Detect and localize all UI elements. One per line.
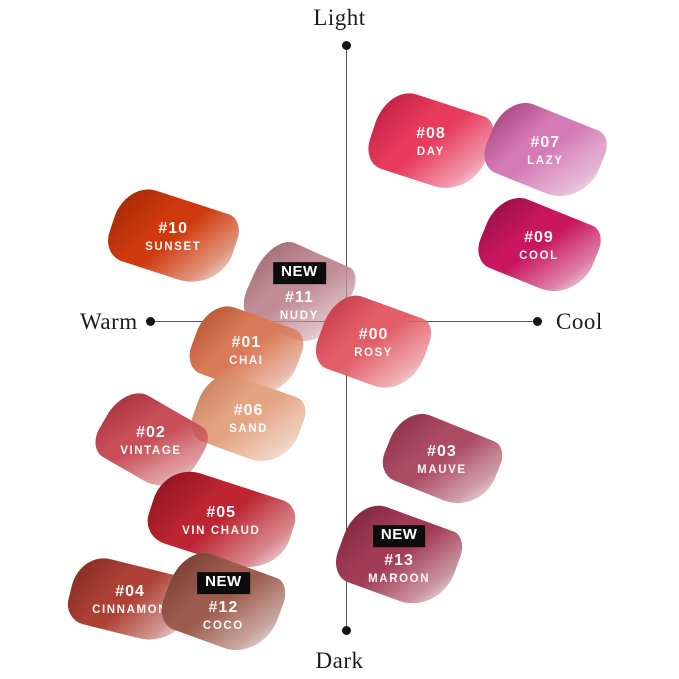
swatch-label: #04 CINNAMON	[92, 582, 168, 617]
shade-name: VINTAGE	[120, 445, 182, 458]
shade-name: LAZY	[526, 155, 564, 168]
swatch-label: NEW #12 COCO	[196, 572, 250, 633]
shade-number: #02	[136, 424, 166, 442]
swatch-label: #01 CHAI	[229, 333, 264, 368]
shade-name: COCO	[202, 620, 244, 633]
shade-name: ROSY	[353, 347, 393, 360]
axis-label-warm: Warm	[80, 309, 138, 334]
swatch-label: #07 LAZY	[527, 133, 563, 168]
shade-number: #08	[415, 125, 446, 143]
swatch-08-day: #08 DAY	[362, 85, 499, 199]
shade-number: #04	[115, 583, 145, 601]
axis-label-dark: Dark	[315, 648, 364, 673]
shade-number: #06	[233, 402, 263, 420]
swatch-07-lazy: #07 LAZY	[478, 93, 613, 208]
axis-dot-top	[342, 41, 351, 50]
axis-label-light: Light	[313, 5, 366, 30]
swatch-label: NEW #11 NUDY	[272, 262, 326, 323]
shade-name: CINNAMON	[91, 604, 169, 617]
swatch-label: #02 VINTAGE	[120, 423, 181, 458]
swatch-09-cool: #09 COOL	[472, 188, 607, 303]
shade-name: CHAI	[228, 355, 264, 368]
shade-name: DAY	[416, 146, 445, 159]
swatch-13-maroon: NEW #13 MAROON	[329, 497, 468, 616]
shade-name: SUNSET	[144, 241, 202, 254]
new-badge: NEW	[272, 262, 326, 285]
shade-number: #00	[358, 326, 388, 344]
swatch-label: #03 MAUVE	[417, 442, 467, 477]
shade-name: COOL	[519, 250, 559, 263]
swatch-label: #06 SAND	[229, 401, 268, 436]
swatch-03-mauve: #03 MAUVE	[376, 405, 508, 516]
shade-number: #05	[206, 504, 236, 522]
shade-name: MAROON	[367, 573, 430, 586]
swatch-10-sunset: #10 SUNSET	[102, 181, 244, 294]
shade-number: #13	[383, 552, 414, 570]
axis-label-cool: Cool	[556, 309, 603, 334]
shade-number: #09	[524, 229, 554, 247]
shade-number: #01	[231, 334, 261, 352]
shade-name: SAND	[228, 423, 268, 436]
shade-number: #03	[427, 443, 457, 461]
axis-dot-right	[533, 317, 542, 326]
shade-number: #07	[530, 134, 560, 152]
swatch-label: #10 SUNSET	[145, 219, 201, 254]
swatch-label: #08 DAY	[416, 124, 446, 159]
swatch-label: #05 VIN CHAUD	[182, 503, 260, 538]
swatch-06-sand: #06 SAND	[186, 366, 311, 472]
swatch-label: #00 ROSY	[354, 325, 393, 360]
axis-dot-bottom	[342, 626, 351, 635]
shade-number: #10	[158, 220, 188, 238]
shade-name: VIN CHAUD	[181, 525, 261, 538]
swatch-12-coco: NEW #12 COCO	[155, 544, 291, 662]
new-badge: NEW	[372, 525, 425, 548]
shade-number: #11	[284, 289, 314, 307]
shade-number: #12	[208, 599, 238, 617]
shade-name: MAUVE	[417, 464, 467, 477]
axis-dot-left	[146, 317, 155, 326]
swatch-label: #09 COOL	[519, 228, 559, 263]
new-badge: NEW	[196, 572, 250, 595]
swatch-label: NEW #13 MAROON	[368, 525, 430, 586]
shade-name: NUDY	[279, 310, 319, 323]
